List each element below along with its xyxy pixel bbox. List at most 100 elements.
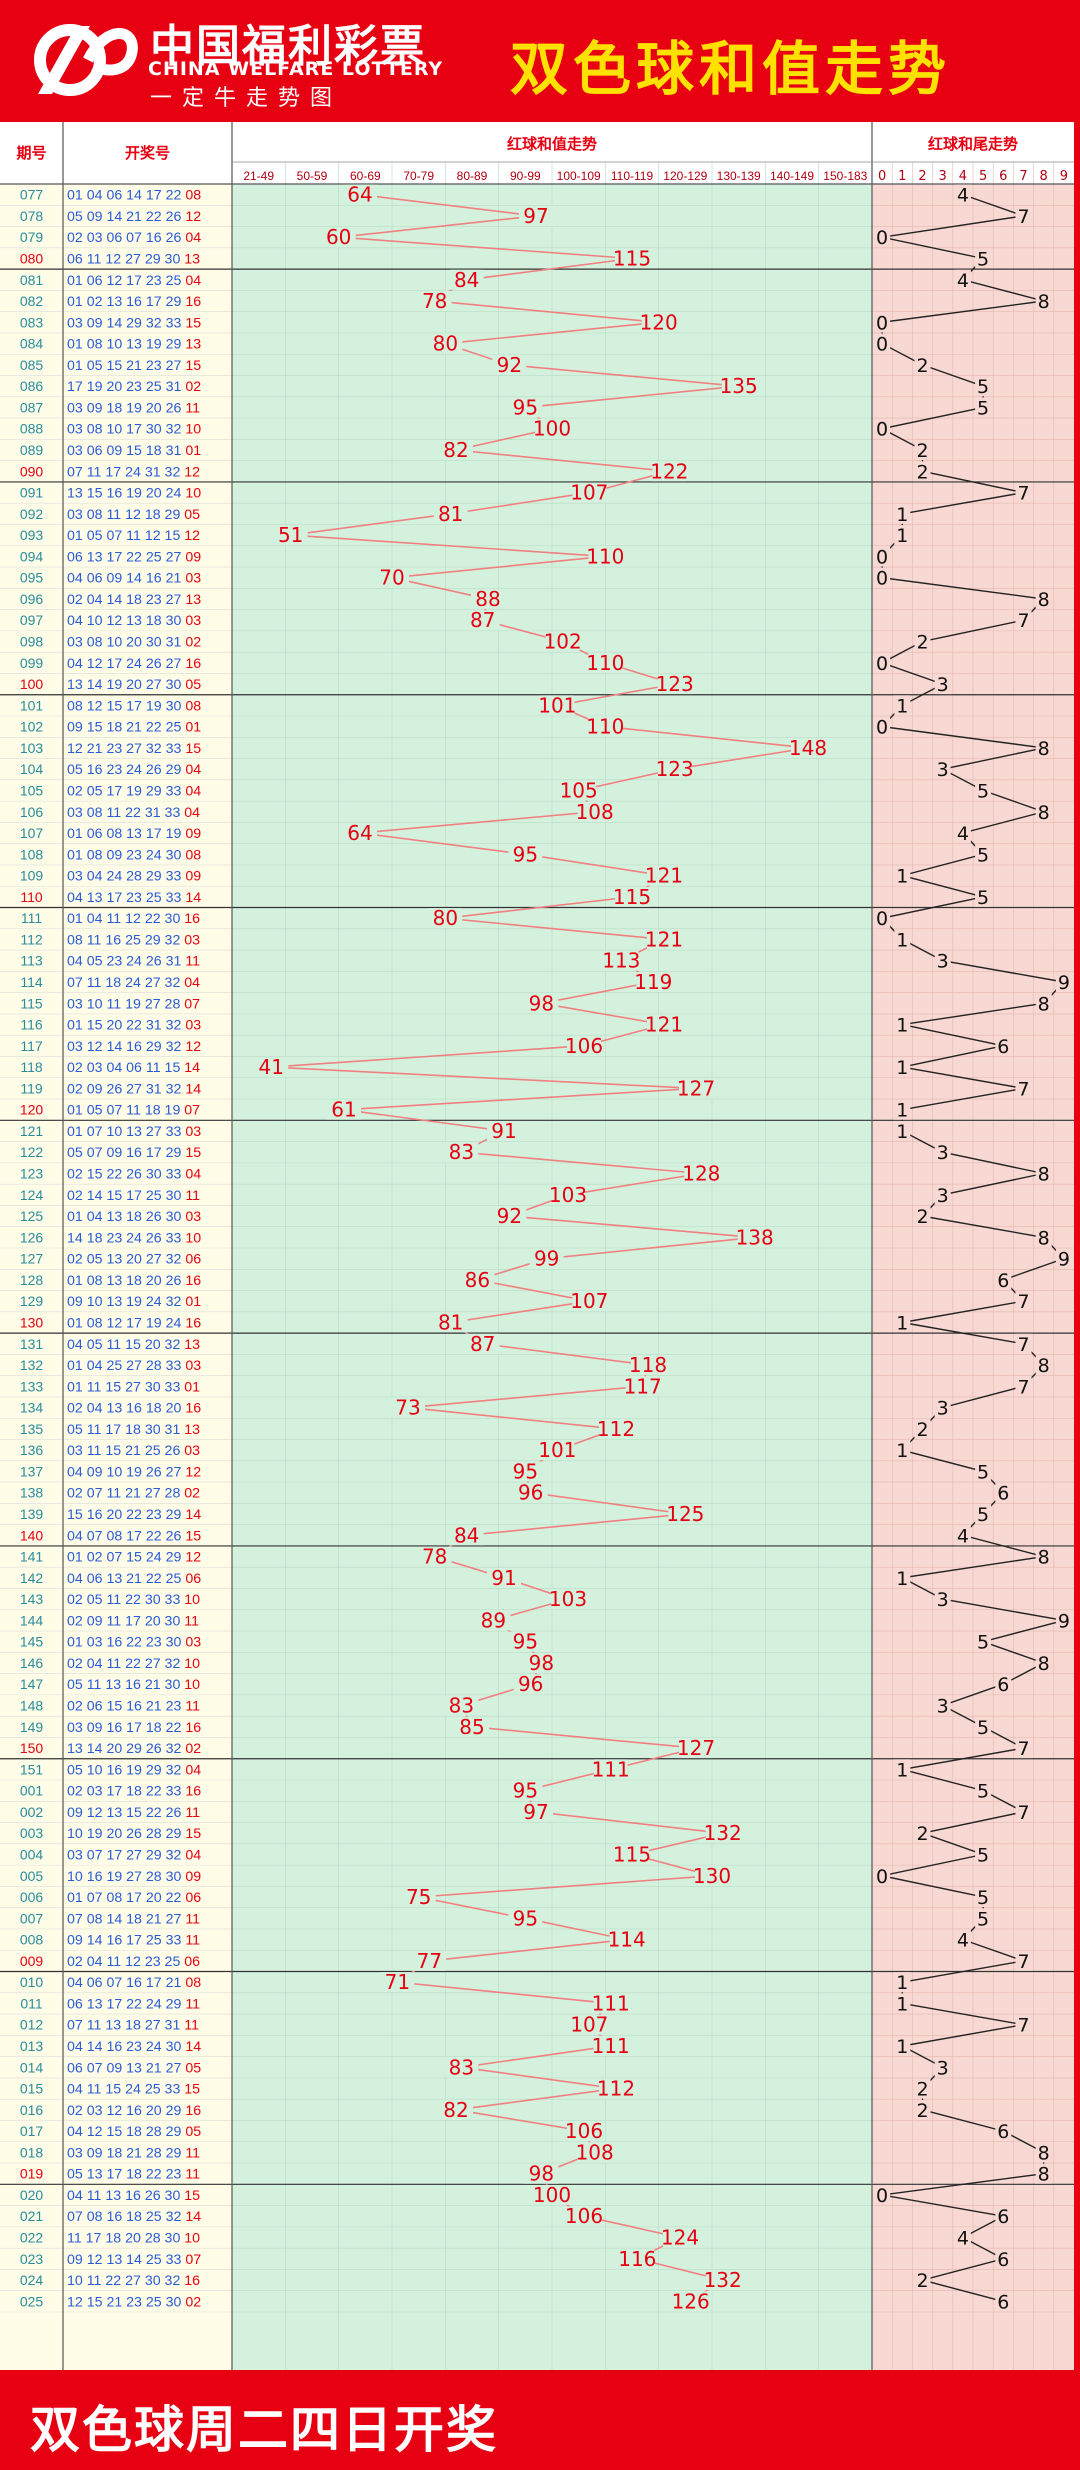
sum-point-bg [615, 1844, 649, 1865]
tail-point-bg [874, 418, 891, 439]
draw-numbers: 05 11 13 16 21 30 10 [67, 1677, 200, 1693]
tail-point-label: 2 [916, 2270, 928, 2292]
sum-point-label: 121 [645, 1013, 683, 1037]
tail-point-label: 8 [1038, 1227, 1050, 1249]
tail-trend-line [880, 193, 1066, 2303]
tail-point-label: 0 [876, 717, 888, 739]
draw-numbers: 02 03 17 18 22 33 16 [67, 1784, 201, 1800]
tail-point-label: 9 [1058, 972, 1070, 994]
sum-point-label: 80 [433, 332, 458, 356]
sum-point-bg [593, 1993, 628, 2014]
tail-point-label: 2 [916, 440, 928, 462]
sum-point-bg [444, 1142, 479, 1163]
tail-point-bg [894, 1099, 911, 1120]
sum-point-label: 120 [640, 310, 678, 334]
sum-point-bg [545, 631, 580, 652]
tail-point-bg [894, 1993, 911, 2014]
tail-point-label: 4 [957, 1525, 969, 1547]
sum-point-label: 118 [629, 1353, 667, 1377]
tail-point-bg [995, 2206, 1012, 2227]
period-label: 105 [20, 782, 44, 798]
tail-point-bg [894, 1057, 911, 1078]
tail-point-bg [1055, 1248, 1072, 1269]
period-label: 011 [20, 1995, 43, 2011]
tail-point-bg [1035, 1163, 1052, 1184]
period-label: 004 [20, 1846, 44, 1862]
draw-numbers: 01 08 13 18 20 26 16 [67, 1273, 201, 1289]
draw-numbers: 01 02 13 16 17 29 16 [67, 294, 201, 310]
sum-point-label: 115 [613, 885, 651, 909]
tail-point-label: 5 [977, 248, 989, 270]
tail-point-label: 0 [876, 312, 888, 334]
sum-point-label: 122 [650, 459, 688, 483]
draw-numbers: 03 09 16 17 18 22 16 [67, 1720, 201, 1736]
sum-point-bg [455, 1716, 489, 1737]
period-label: 099 [20, 655, 44, 671]
sum-point-label: 101 [538, 693, 576, 717]
tail-point-bg [894, 1972, 911, 1993]
sum-point-bg [540, 695, 575, 716]
sum-point-bg [487, 1120, 521, 1141]
sum-point-bg [572, 2014, 607, 2035]
welfare-lottery-logo-icon [34, 24, 138, 96]
tail-point-label: 7 [1017, 1078, 1029, 1100]
sum-range-tick: 110-119 [611, 169, 654, 183]
sum-point-bg [721, 376, 756, 397]
tail-point-label: 5 [977, 1887, 989, 1909]
tail-digit-tick: 8 [1040, 169, 1048, 184]
tail-point-bg [1035, 588, 1052, 609]
tail-point-label: 5 [977, 1504, 989, 1526]
tail-point-bg [995, 2248, 1012, 2269]
sum-point-bg [620, 2248, 655, 2269]
sum-point-label: 80 [433, 906, 458, 930]
draw-numbers: 07 11 13 18 27 31 11 [67, 2018, 199, 2034]
sum-point-label: 121 [645, 864, 683, 888]
sum-point-label: 110 [586, 544, 624, 568]
sum-point-label: 114 [608, 1928, 646, 1952]
period-label: 005 [20, 1868, 44, 1884]
period-label: 102 [20, 719, 44, 735]
period-label: 110 [20, 889, 43, 905]
sum-point-bg [668, 1504, 703, 1524]
sum-point-label: 102 [544, 630, 582, 654]
tail-point-bg [894, 1440, 911, 1461]
tail-point-bg [914, 2270, 931, 2291]
tail-point-bg [1035, 2142, 1052, 2163]
period-label: 146 [20, 1655, 44, 1671]
sum-value-labels: 6497601158478120809213595100821221078151… [254, 183, 827, 2313]
period-label: 131 [20, 1336, 44, 1352]
sum-point-label: 78 [422, 289, 447, 313]
tail-point-label: 9 [1058, 1249, 1070, 1271]
tail-point-bg [975, 1780, 992, 1801]
sum-point-label: 97 [523, 1800, 548, 1824]
tail-point-bg [914, 354, 931, 375]
period-label: 006 [20, 1889, 44, 1905]
info-columns-bg [0, 122, 232, 2370]
tail-point-bg [954, 823, 971, 844]
period-label: 139 [20, 1506, 44, 1522]
period-label: 085 [20, 357, 44, 373]
sum-point-bg [465, 1333, 500, 1354]
period-label: 080 [20, 250, 44, 266]
tail-point-label: 2 [916, 355, 928, 377]
draw-numbers: 05 09 14 21 22 26 12 [67, 209, 201, 225]
sum-point-label: 127 [677, 1076, 715, 1100]
draw-rows: 077 01 04 06 14 17 22 08 078 05 09 14 21 22… [20, 187, 201, 2311]
tail-point-bg [1055, 1610, 1072, 1631]
draw-numbers: 15 16 20 22 23 29 14 [67, 1507, 201, 1523]
tail-point-label: 0 [876, 653, 888, 675]
sum-point-label: 138 [736, 1225, 774, 1249]
sum-point-label: 111 [592, 2034, 630, 2058]
sum-point-bg [460, 1269, 495, 1290]
tail-point-bg [995, 1269, 1012, 1290]
sum-point-label: 95 [513, 842, 538, 866]
draw-numbers: 12 21 23 27 32 33 15 [67, 741, 201, 757]
tail-point-bg [954, 269, 971, 290]
period-label: 138 [20, 1485, 44, 1501]
period-label: 100 [20, 676, 44, 692]
tail-point-bg [894, 503, 911, 524]
sum-point-bg [508, 1461, 543, 1482]
period-label: 137 [20, 1463, 44, 1479]
sum-point-bg [519, 205, 553, 226]
header-banner: 中国福利彩票 CHINA WELFARE LOTTERY 一定牛走势图 双色球和… [0, 0, 1080, 122]
